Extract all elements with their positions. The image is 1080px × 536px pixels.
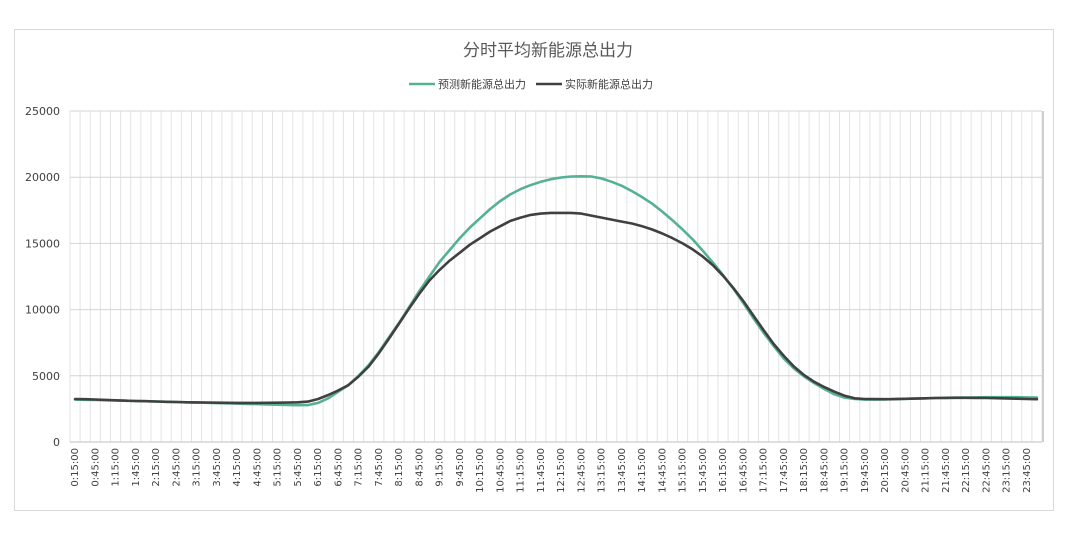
x-tick-label: 5:45:00: [293, 448, 304, 487]
x-tick-label: 13:15:00: [597, 448, 608, 493]
x-tick-label: 19:15:00: [840, 448, 851, 493]
series-line-actual: [73, 211, 1039, 405]
x-tick-label: 3:45:00: [212, 448, 223, 487]
x-tick-label: 15:15:00: [678, 448, 689, 493]
gridlines: [69, 110, 1044, 443]
x-tick-label: 20:45:00: [900, 448, 911, 493]
x-tick-label: 21:15:00: [921, 448, 932, 493]
x-tick-label: 7:15:00: [354, 448, 365, 487]
x-tick-label: 12:45:00: [576, 448, 587, 493]
x-tick-label: 9:15:00: [435, 448, 446, 487]
y-tick-label: 15000: [25, 237, 60, 250]
x-tick-label: 4:45:00: [252, 448, 263, 487]
x-tick-label: 14:45:00: [657, 448, 668, 493]
x-tick-label: 6:45:00: [333, 448, 344, 487]
x-tick-label: 7:45:00: [374, 448, 385, 487]
x-tick-label: 5:15:00: [273, 448, 284, 487]
x-tick-label: 8:45:00: [414, 448, 425, 487]
x-tick-label: 16:45:00: [738, 448, 749, 493]
x-tick-label: 17:45:00: [779, 448, 790, 493]
chart-title: 分时平均新能源总出力: [463, 41, 633, 61]
legend-label-actual: 实际新能源总出力: [565, 77, 653, 91]
x-tick-label: 12:15:00: [556, 448, 567, 493]
x-axis: 0:15:00 0:45:00 1:15:00 1:45:00 2:15:00 2:45:…: [70, 441, 1042, 493]
x-tick-label: 19:45:00: [860, 448, 871, 493]
x-tick-label: 10:15:00: [475, 448, 486, 493]
series-lines: [73, 175, 1039, 407]
x-tick-label: 11:15:00: [516, 448, 527, 493]
x-tick-label: 23:15:00: [1002, 448, 1013, 493]
chart-frame: [14, 29, 1054, 511]
x-tick-label: 3:15:00: [192, 448, 203, 487]
y-tick-label: 20000: [25, 171, 60, 184]
x-tick-label: 23:45:00: [1022, 448, 1033, 493]
x-tick-label: 4:15:00: [232, 448, 243, 487]
x-tick-label: 0:15:00: [70, 448, 81, 487]
x-tick-label: 8:15:00: [394, 448, 405, 487]
x-tick-label: 22:15:00: [961, 448, 972, 493]
x-tick-label: 6:15:00: [313, 448, 324, 487]
x-tick-label: 20:15:00: [880, 448, 891, 493]
x-tick-label: 9:45:00: [455, 448, 466, 487]
x-tick-label: 1:15:00: [111, 448, 122, 487]
x-tick-label: 2:45:00: [171, 448, 182, 487]
x-tick-label: 17:15:00: [759, 448, 770, 493]
x-tick-label: 0:45:00: [90, 448, 101, 487]
x-tick-label: 1:45:00: [131, 448, 142, 487]
x-tick-label: 21:45:00: [941, 448, 952, 493]
x-tick-label: 14:15:00: [637, 448, 648, 493]
y-tick-label: 5000: [32, 370, 60, 383]
x-tick-label: 10:45:00: [495, 448, 506, 493]
x-tick-label: 15:45:00: [698, 448, 709, 493]
x-tick-label: 18:15:00: [799, 448, 810, 493]
x-tick-label: 22:45:00: [981, 448, 992, 493]
x-tick-label: 16:15:00: [718, 448, 729, 493]
legend: 预测新能源总出力 实际新能源总出力: [409, 77, 653, 91]
x-tick-label: 2:15:00: [151, 448, 162, 487]
legend-label-forecast: 预测新能源总出力: [438, 77, 526, 91]
y-tick-label: 10000: [25, 304, 60, 317]
x-tick-label: 13:45:00: [617, 448, 628, 493]
y-tick-label: 25000: [25, 105, 60, 118]
y-axis: 0 5000 10000 15000 20000 25000: [25, 105, 60, 449]
y-tick-label: 0: [53, 436, 60, 449]
x-tick-label: 18:45:00: [819, 448, 830, 493]
x-tick-label: 11:45:00: [536, 448, 547, 493]
